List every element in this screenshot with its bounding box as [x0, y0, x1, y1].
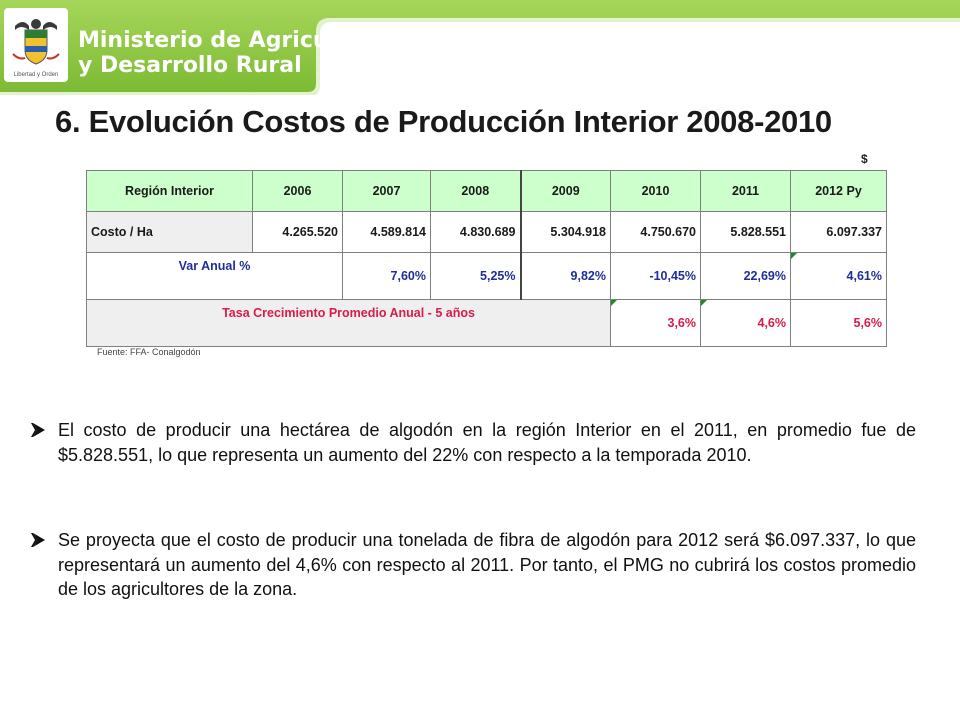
comment-marker-icon	[701, 300, 707, 306]
cost-row: Costo / Ha 4.265.520 4.589.814 4.830.689…	[86, 211, 887, 253]
cost-row-label: Costo / Ha	[86, 211, 253, 253]
var-row: Var Anual % 7,60% 5,25% 9,82% -10,45% 22…	[86, 252, 887, 300]
cost-cell: 6.097.337	[790, 211, 887, 253]
currency-symbol: $	[861, 152, 868, 166]
bullet-item: Se proyecta que el costo de producir una…	[30, 528, 916, 608]
arrow-bullet-icon	[31, 423, 45, 437]
tasa-row: Tasa Crecimiento Promedio Anual - 5 años…	[86, 299, 887, 347]
header-cell: 2011	[700, 170, 791, 212]
header-cell: 2006	[252, 170, 343, 212]
cost-cell: 4.265.520	[252, 211, 343, 253]
var-row-label: Var Anual %	[86, 252, 343, 300]
var-cell: 9,82%	[519, 252, 611, 300]
tasa-row-label: Tasa Crecimiento Promedio Anual - 5 años	[86, 299, 611, 347]
tasa-cell-value: 4,6%	[757, 316, 787, 330]
bullet-text: El costo de producir una hectárea de alg…	[58, 420, 916, 465]
comment-marker-icon	[611, 300, 617, 306]
header-cell: 2007	[342, 170, 431, 212]
header-banner: Libertad y Orden Ministerio de Agricultu…	[0, 0, 960, 96]
cost-cell: 5.828.551	[700, 211, 791, 253]
tasa-cell: 5,6%	[790, 299, 887, 347]
page-title: 6. Evolución Costos de Producción Interi…	[55, 104, 832, 139]
table-header-row: Región Interior 2006 2007 2008 2009 2010…	[86, 170, 887, 212]
header-cell: 2009	[519, 170, 611, 212]
ministry-name: Ministerio de Agricultura y Desarrollo R…	[78, 28, 388, 78]
arrow-bullet-icon	[31, 533, 45, 547]
cost-table: Región Interior 2006 2007 2008 2009 2010…	[86, 170, 887, 347]
tasa-cell: 3,6%	[610, 299, 701, 347]
tasa-cell-value: 3,6%	[667, 316, 697, 330]
var-cell: 4,61%	[790, 252, 887, 300]
var-cell: 22,69%	[700, 252, 791, 300]
var-cell: 5,25%	[430, 252, 521, 300]
var-cell: 7,60%	[342, 252, 431, 300]
bullet-text: Se proyecta que el costo de producir una…	[58, 530, 916, 599]
ministry-line-2: y Desarrollo Rural	[78, 53, 302, 78]
header-cell: 2012 Py	[790, 170, 887, 212]
comment-marker-icon	[791, 253, 797, 259]
cost-cell: 4.750.670	[610, 211, 701, 253]
var-cell: -10,45%	[610, 252, 701, 300]
source-note: Fuente: FFA- Conalgodón	[97, 347, 201, 357]
var-cell-value: 4,61%	[846, 269, 882, 283]
colombia-crest-logo	[12, 19, 60, 65]
bullet-item: El costo de producir una hectárea de alg…	[30, 418, 916, 498]
header-cell: 2010	[610, 170, 701, 212]
header-cell: Región Interior	[86, 170, 253, 212]
tasa-cell: 4,6%	[700, 299, 791, 347]
ministry-line-1: Ministerio de Agricultura	[78, 28, 388, 53]
cost-cell: 4.589.814	[342, 211, 431, 253]
cost-cell: 4.830.689	[430, 211, 521, 253]
crest-tagline: Libertad y Orden	[13, 72, 59, 78]
cost-cell: 5.304.918	[519, 211, 611, 253]
header-cell: 2008	[430, 170, 521, 212]
